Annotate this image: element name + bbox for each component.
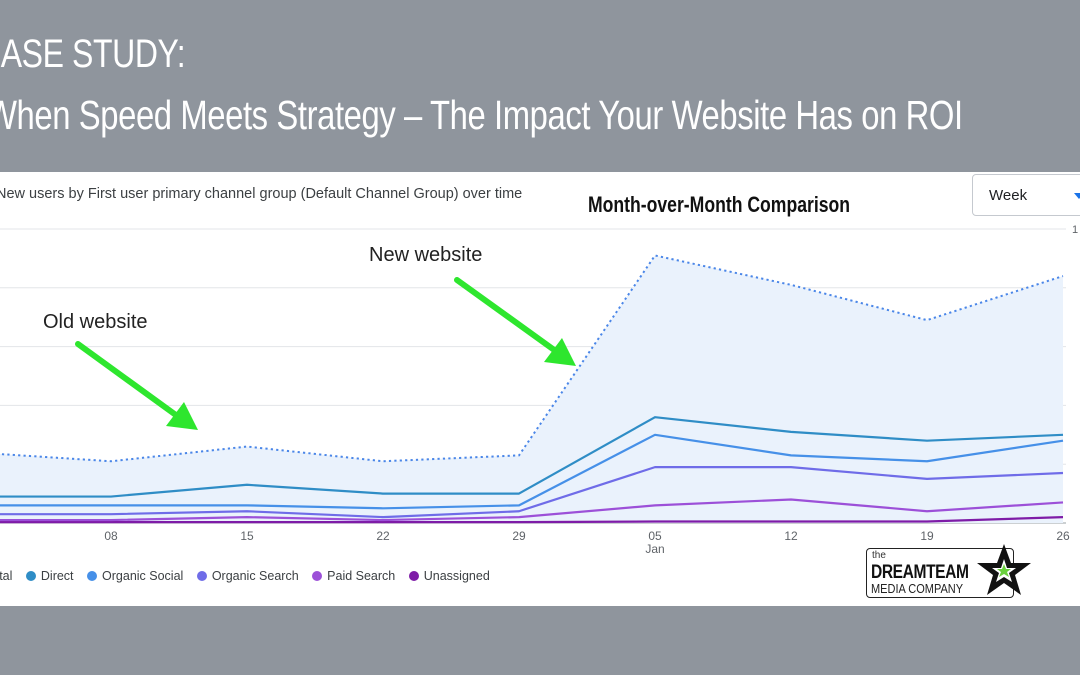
period-select[interactable]: Week [972,174,1080,216]
legend-item-unassigned[interactable]: Unassigned [408,569,490,583]
new-website-arrow [454,277,576,366]
logo-the: the [872,550,886,561]
series-organic-social-line [0,433,1064,510]
x-tick-label: 29 [512,529,526,543]
legend-item-paid-search[interactable]: Paid Search [312,569,395,583]
annotation-arrows [75,277,576,430]
logo-name: DREAMTEAM [871,562,969,583]
annotation-old-website: Old website [43,311,148,333]
legend-dot [196,571,207,581]
comparison-title: Month-over-Month Comparison [588,192,851,217]
x-tick-label: 22 [376,529,390,543]
legend-item-total[interactable]: Total [0,569,12,583]
dreamteam-logo: the DREAMTEAM MEDIA COMPANY [866,542,1032,598]
legend-dot [25,571,36,581]
series-organic-search-line [0,466,1064,519]
series-direct-line [0,416,1064,498]
legend-label: Direct [40,569,74,583]
series-total-line [0,254,1064,463]
star-icon [977,544,1031,595]
x-tick-label: 19 [920,529,934,543]
legend-dot [312,571,323,581]
x-axis-ticks: 010815222905Jan121926 [104,529,1070,556]
series-paid-search-line [0,498,1064,522]
x-tick-label: 26 [1056,529,1070,543]
legend-label: Organic Social [102,569,184,583]
old-website-arrow [75,341,198,430]
legend-label: Organic Search [211,569,299,583]
y-axis-ticks: 1 [1072,224,1078,236]
headline-case-study: CASE STUDY: [0,32,186,76]
headline: CASE STUDY: When Speed Meets Strategy – … [0,0,1080,172]
chart-series [0,254,1064,524]
total-area-fill [0,255,1063,523]
x-tick-label: 08 [104,529,118,543]
total-area [0,255,1063,523]
legend-dot [87,571,98,581]
chart-title: New users by First user primary channel … [0,186,523,202]
y-tick-label: 1 [1072,224,1078,236]
chevron-down-icon [1074,193,1080,199]
series-unassigned-line [0,516,1064,524]
period-select-value: Week [989,187,1028,204]
chart-legend: Total Direct Organic Social Organic Sear… [0,569,500,587]
legend-dot [408,571,419,581]
headline-title: When Speed Meets Strategy – The Impact Y… [0,92,963,138]
legend-label: Paid Search [327,569,396,583]
x-tick-label: 05 [648,529,662,543]
x-tick-sublabel: Jan [645,542,664,556]
legend-item-organic-social[interactable]: Organic Social [87,569,183,583]
legend-label: Total [0,569,13,583]
legend-label: Unassigned [423,569,490,583]
x-tick-label: 15 [240,529,254,543]
legend-item-direct[interactable]: Direct [25,569,74,583]
annotation-new-website: New website [369,244,483,266]
legend-item-organic-search[interactable]: Organic Search [196,569,299,583]
x-tick-label: 12 [784,529,798,543]
logo-subtitle: MEDIA COMPANY [871,582,964,596]
